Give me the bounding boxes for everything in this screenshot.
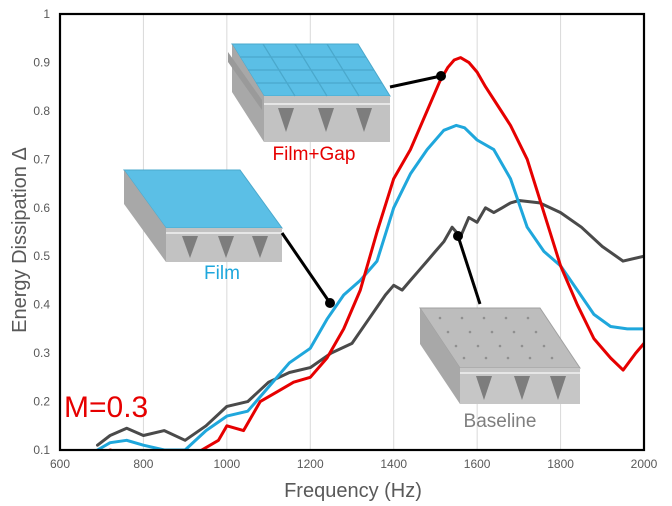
x-tick-label: 1000 [214, 457, 241, 471]
x-tick-label: 1600 [464, 457, 491, 471]
callouts [280, 71, 482, 308]
y-tick-label: 0.1 [33, 443, 50, 457]
plot-border [58, 12, 646, 452]
y-tick-label: 0.3 [33, 346, 50, 360]
series-lines [96, 56, 644, 450]
film-gap-panel-illustration [228, 43, 391, 142]
callout-line-baseline [456, 235, 482, 305]
y-axis-title: Energy Dissipation Δ [9, 147, 31, 333]
baseline-panel-illustration [419, 307, 581, 404]
callout-line-film [280, 232, 332, 304]
y-tick-label: 0.7 [33, 152, 50, 166]
series-line-film [96, 123, 644, 450]
y-tick-label: 0.2 [33, 395, 50, 409]
callout-dot-baseline [453, 231, 463, 241]
baseline-label: Baseline [464, 411, 537, 432]
y-tick-label: 0.5 [33, 249, 50, 263]
y-tick-label: 1 [43, 7, 50, 21]
x-tick-label: 1400 [380, 457, 407, 471]
callout-dot-film-gap [436, 71, 446, 81]
y-tick-label: 0.8 [33, 104, 50, 118]
y-tick-label: 0.4 [33, 298, 50, 312]
x-tick-label: 2000 [631, 457, 658, 471]
film-panel-illustration [123, 169, 283, 262]
film-label: Film [204, 263, 240, 284]
plot-frame [58, 12, 646, 452]
mass-ratio-annotation: M=0.3 [64, 391, 148, 424]
series-line-film-gap [105, 56, 644, 450]
callout-dot-film [325, 298, 335, 308]
film-gap-label: Film+Gap [273, 144, 356, 165]
y-tick-label: 0.6 [33, 201, 50, 215]
callout-line-film-gap [389, 74, 442, 89]
tick-labels: 600 800 1000 1200 1400 1600 1800 2000 0.1 0.2 0.3 0… [33, 7, 657, 471]
x-tick-label: 1800 [547, 457, 574, 471]
y-tick-label: 0.9 [33, 55, 50, 69]
x-tick-label: 800 [133, 457, 153, 471]
x-axis-title: Frequency (Hz) [284, 480, 422, 502]
x-tick-label: 600 [50, 457, 70, 471]
x-tick-label: 1200 [297, 457, 324, 471]
